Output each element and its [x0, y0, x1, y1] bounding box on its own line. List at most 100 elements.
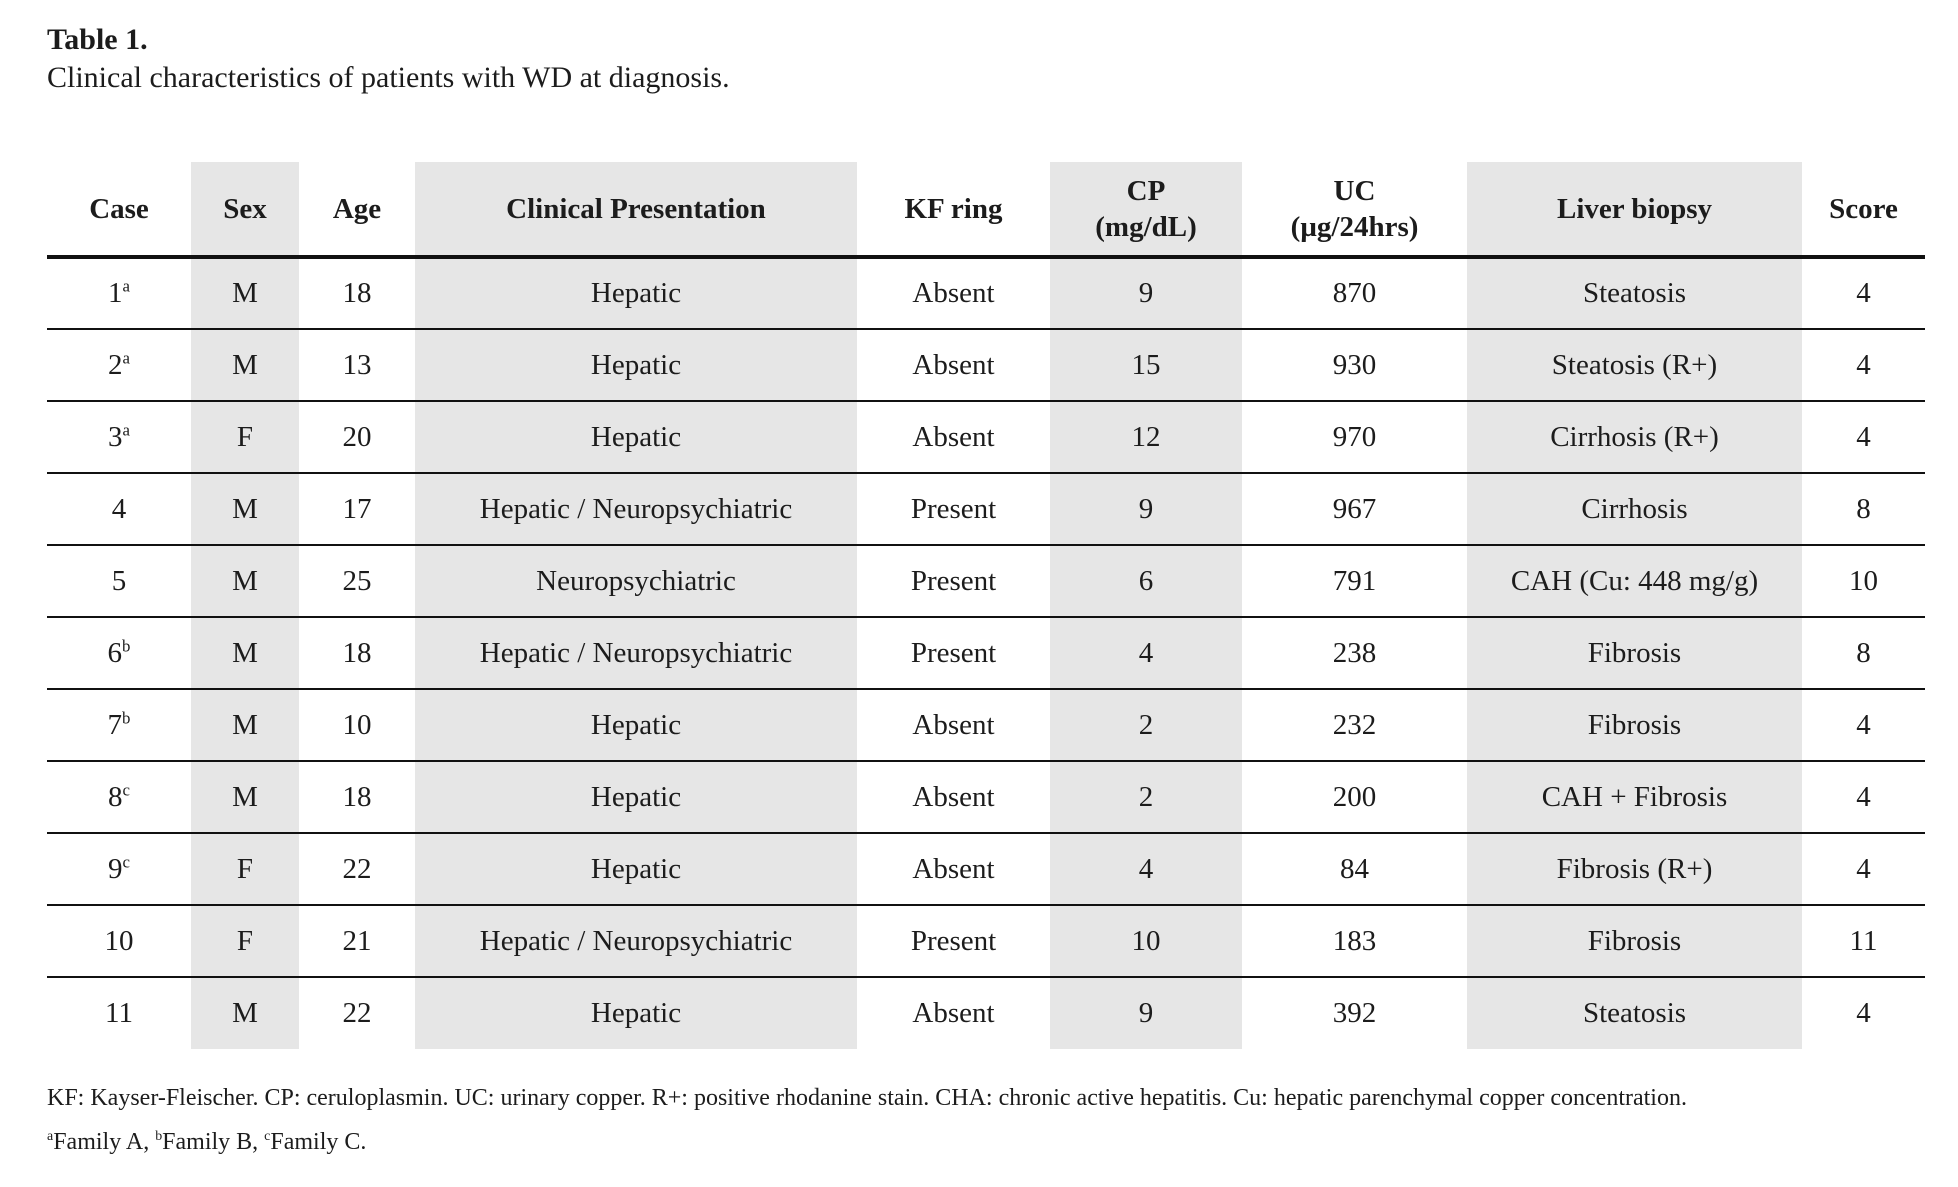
cell-cp: 2	[1050, 689, 1242, 762]
cell-kf_ring: Absent	[857, 761, 1050, 834]
cell-age: 22	[299, 833, 415, 906]
family-superscript: a	[122, 419, 130, 439]
family-superscript: b	[122, 707, 131, 727]
cell-presentation: Hepatic	[415, 689, 857, 762]
cell-cp: 15	[1050, 329, 1242, 402]
table-row: 1a M 18 Hepatic Absent 9 870 Steatosis 4	[47, 257, 1925, 330]
cell-kf_ring: Absent	[857, 689, 1050, 762]
cell-sex: M	[191, 257, 299, 330]
cell-liver_biopsy: Fibrosis (R+)	[1467, 833, 1802, 906]
cell-cp: 10	[1050, 905, 1242, 978]
column-header-score: Score	[1802, 162, 1925, 259]
cell-uc: 791	[1242, 545, 1467, 618]
cell-case: 5	[47, 545, 191, 618]
cell-case: 1a	[47, 257, 191, 330]
table-caption: Clinical characteristics of patients wit…	[47, 61, 730, 94]
footnote-families: aFamily A, bFamily B, cFamily C.	[47, 1129, 367, 1155]
column-header-sex: Sex	[191, 162, 299, 259]
cell-presentation: Hepatic	[415, 833, 857, 906]
cell-liver_biopsy: Steatosis	[1582, 997, 1687, 1029]
column-header-cp: CP (mg/dL)	[1050, 162, 1242, 259]
table-row: 10 F 21 Hepatic / Neuropsychiatric Present 10…	[47, 905, 1925, 978]
table-row: 4 M 17 Hepatic / Neuropsychiatric Present 9 96…	[47, 473, 1925, 546]
cell-presentation: Hepatic	[415, 761, 857, 834]
cell-case: 7b	[47, 689, 191, 762]
cell-presentation: Neuropsychiatric	[415, 545, 857, 618]
cell-score: 4	[1802, 257, 1925, 330]
cell-kf_ring: Absent	[857, 401, 1050, 474]
header-row: Case Sex Age Clinical Presentation KF ring CP…	[47, 162, 1925, 259]
cell-sex: F	[191, 833, 299, 906]
cell-score: 4	[1802, 689, 1925, 762]
cell-presentation: Hepatic	[415, 329, 857, 402]
family-superscript: c	[122, 851, 130, 871]
table-row: 6b M 18 Hepatic / Neuropsychiatric Present 4 2…	[47, 617, 1925, 690]
cell-case: 3a	[47, 401, 191, 474]
cell-sex: M	[191, 545, 299, 618]
cell-cp: 4	[1050, 617, 1242, 690]
cell-presentation: Hepatic	[590, 997, 682, 1029]
cell-presentation: Hepatic / Neuropsychiatric	[415, 905, 857, 978]
cell-kf_ring: Absent	[857, 833, 1050, 906]
cell-liver_biopsy: Cirrhosis	[1467, 473, 1802, 546]
table-row: 8c M 18 Hepatic Absent 2 200 CAH + Fibrosis 4	[47, 761, 1925, 834]
cell-cp: 9	[1138, 997, 1154, 1029]
cell-sex: F	[191, 905, 299, 978]
cell-uc: 930	[1242, 329, 1467, 402]
cell-case: 8c	[47, 761, 191, 834]
table-row: 5 M 25 Neuropsychiatric Present 6 791 CAH (Cu: …	[47, 545, 1925, 618]
column-header-liver_biopsy: Liver biopsy	[1467, 162, 1802, 259]
cell-uc: 84	[1242, 833, 1467, 906]
cell-liver_biopsy: CAH (Cu: 448 mg/g)	[1467, 545, 1802, 618]
cell-kf_ring: Present	[857, 905, 1050, 978]
cell-kf_ring: Absent	[857, 329, 1050, 402]
cell-sex: M	[191, 329, 299, 402]
cell-score: 11	[1802, 905, 1925, 978]
column-header-case: Case	[47, 162, 191, 259]
cell-age: 13	[299, 329, 415, 402]
cell-uc: 183	[1242, 905, 1467, 978]
cell-uc: 870	[1242, 257, 1467, 330]
cell-liver_biopsy: Steatosis (R+)	[1467, 329, 1802, 402]
table-row: 7b M 10 Hepatic Absent 2 232 Fibrosis 4	[47, 689, 1925, 762]
cell-liver_biopsy: Steatosis	[1467, 257, 1802, 330]
cell-kf_ring: Present	[857, 617, 1050, 690]
cell-liver_biopsy: Cirrhosis (R+)	[1467, 401, 1802, 474]
cell-age: 18	[299, 257, 415, 330]
cell-score: 4	[1802, 401, 1925, 474]
cell-age: 21	[299, 905, 415, 978]
cell-age: 10	[299, 689, 415, 762]
patients-table: Case Sex Age Clinical Presentation KF ring CP…	[47, 162, 1925, 1049]
family-superscript: a	[47, 1129, 54, 1144]
cell-cp: 9	[1050, 257, 1242, 330]
family-superscript: c	[264, 1129, 271, 1144]
cell-presentation: Hepatic	[415, 257, 857, 330]
cell-cp: 2	[1050, 761, 1242, 834]
cell-uc: 967	[1242, 473, 1467, 546]
family-superscript: a	[122, 276, 130, 296]
cell-kf_ring: Absent	[857, 257, 1050, 330]
cell-cp: 9	[1050, 473, 1242, 546]
cell-cp: 4	[1050, 833, 1242, 906]
cell-age: 20	[299, 401, 415, 474]
cell-score: 8	[1802, 617, 1925, 690]
cell-uc: 200	[1242, 761, 1467, 834]
family-superscript: a	[122, 347, 130, 367]
cell-uc: 232	[1242, 689, 1467, 762]
cell-score: 4	[1802, 833, 1925, 906]
cell-score: 4	[1802, 329, 1925, 402]
cell-age: 25	[299, 545, 415, 618]
cell-age: 22	[342, 997, 372, 1029]
cell-age: 18	[299, 617, 415, 690]
cell-sex: M	[191, 761, 299, 834]
cell-score: 4	[1802, 761, 1925, 834]
cell-kf_ring: Present	[857, 473, 1050, 546]
cell-uc: 970	[1242, 401, 1467, 474]
cell-liver_biopsy: Fibrosis	[1467, 617, 1802, 690]
cell-case: 10	[47, 905, 191, 978]
table-figure: Table 1. Clinical characteristics of pat…	[47, 0, 1925, 1157]
cell-sex: M	[232, 997, 258, 1029]
footnotes: KF: Kayser-Fleischer. CP: ceruloplasmin.…	[47, 1083, 1925, 1157]
cell-score: 4	[1856, 997, 1871, 1029]
